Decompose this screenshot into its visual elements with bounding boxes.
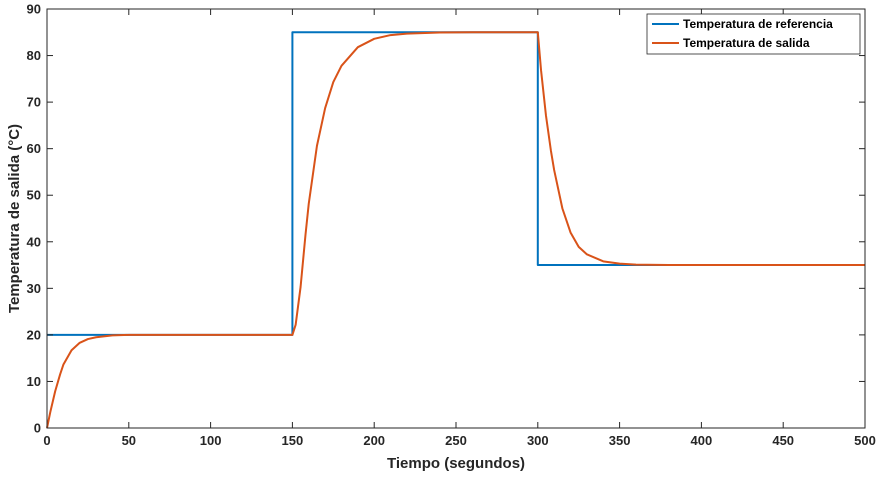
legend: Temperatura de referencia Temperatura de… [646, 13, 861, 55]
y-tick-label: 20 [27, 327, 41, 342]
y-tick-label: 80 [27, 48, 41, 63]
y-tick-label: 90 [27, 2, 41, 17]
legend-label-output: Temperatura de salida [683, 36, 810, 50]
x-tick-label: 300 [527, 433, 549, 448]
y-tick-label: 50 [27, 188, 41, 203]
plot-area [47, 9, 865, 428]
x-tick-label: 50 [122, 433, 136, 448]
series-layer [46, 31, 865, 429]
y-tick-label: 70 [27, 95, 41, 110]
y-tick-label: 10 [27, 374, 41, 389]
x-tick-label: 400 [691, 433, 713, 448]
x-tick-label: 250 [445, 433, 467, 448]
x-axis-label: Tiempo (segundos) [387, 455, 525, 472]
legend-label-reference: Temperatura de referencia [683, 17, 833, 31]
y-tick-label: 0 [34, 421, 41, 436]
y-axis-label: Temperatura de salida (°C) [6, 124, 23, 313]
x-tick-label: 450 [772, 433, 794, 448]
y-tick-label: 30 [27, 281, 41, 296]
tick-layer: 0 50 100 150 200 250 300 350 400 450 500 0 10 20 30 40 5… [27, 2, 876, 449]
y-tick-label: 60 [27, 141, 41, 156]
x-tick-label: 500 [854, 433, 876, 448]
y-tick-label: 40 [27, 234, 41, 249]
x-tick-label: 150 [282, 433, 304, 448]
x-tick-label: 100 [200, 433, 222, 448]
x-tick-label: 200 [363, 433, 385, 448]
series-line-output [46, 31, 865, 429]
x-tick-label: 0 [43, 433, 50, 448]
x-tick-label: 350 [609, 433, 631, 448]
legend-box [646, 13, 861, 55]
